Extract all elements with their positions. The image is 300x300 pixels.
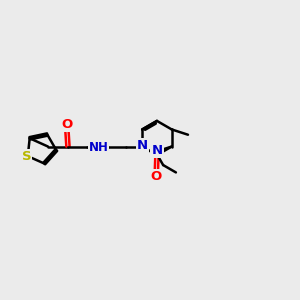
Text: O: O [61, 118, 72, 130]
Text: O: O [151, 170, 162, 183]
Text: S: S [22, 150, 31, 163]
Text: N: N [152, 144, 163, 157]
Text: NH: NH [88, 142, 108, 154]
Text: N: N [136, 139, 148, 152]
